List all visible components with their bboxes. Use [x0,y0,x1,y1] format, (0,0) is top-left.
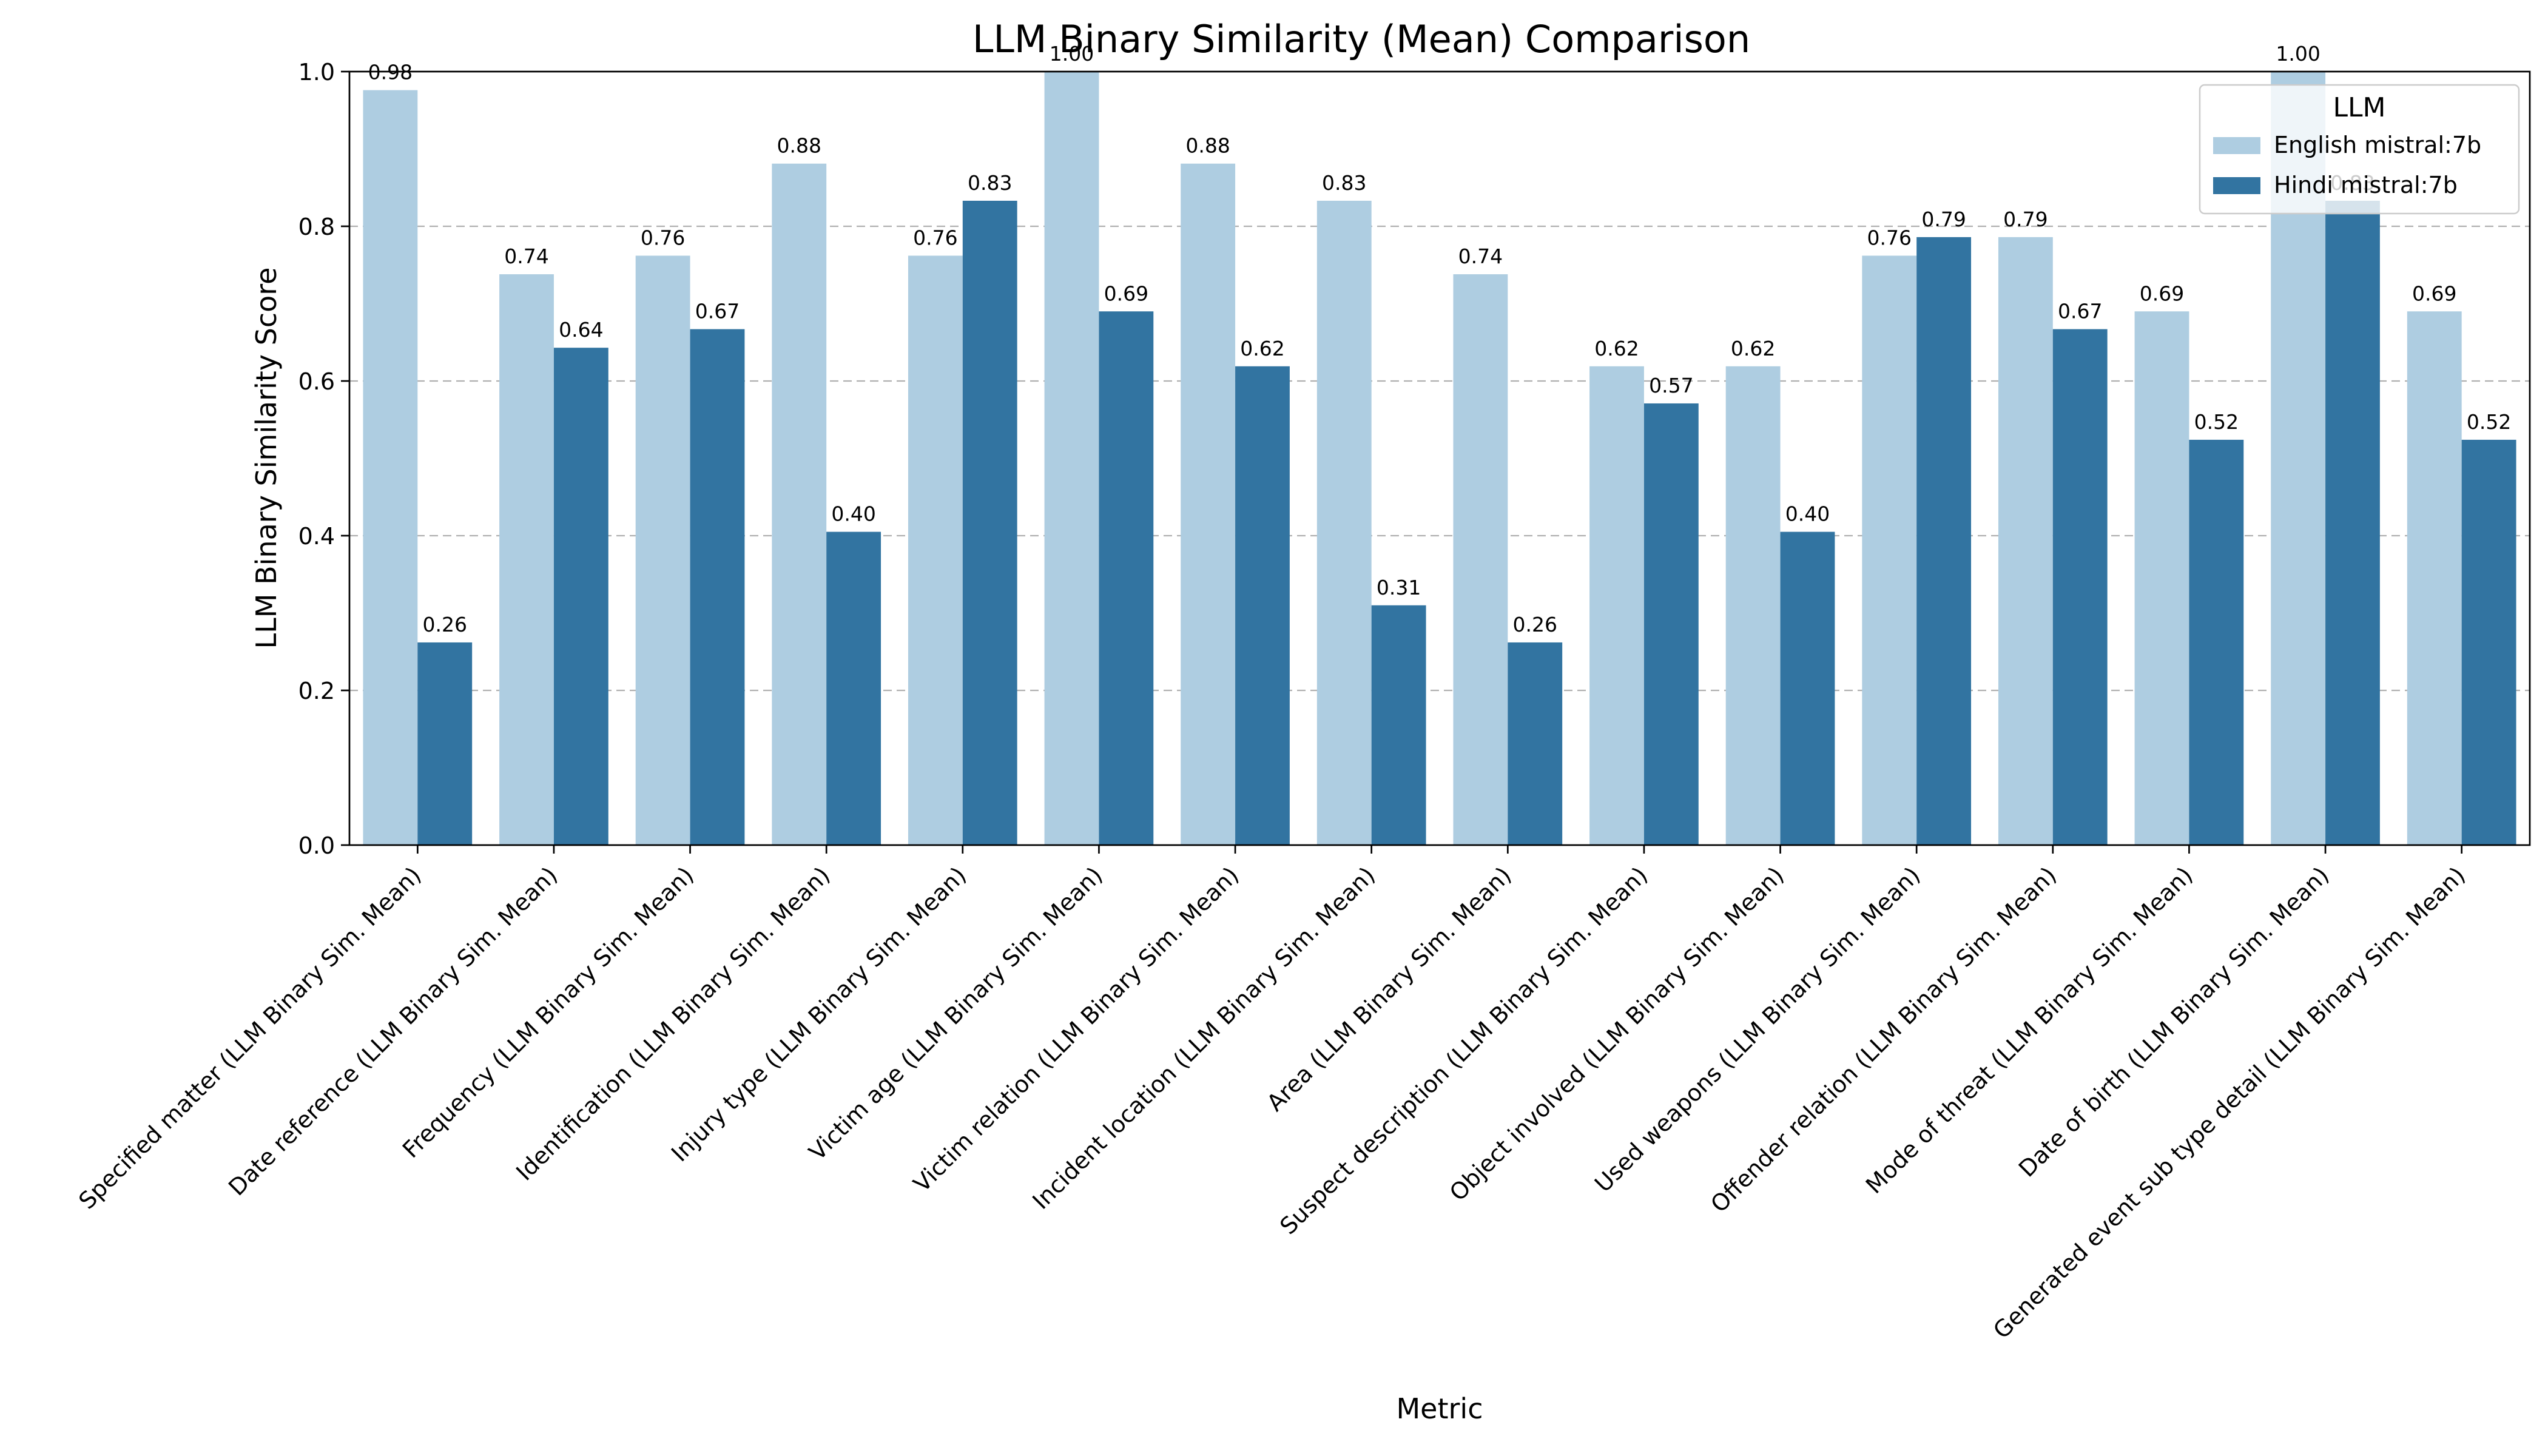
bar-value-label: 0.64 [559,318,603,342]
bar [1916,237,1972,846]
bar [2189,439,2244,845]
x-tick-label: Area (LLM Binary Sim. Mean) [1262,861,1517,1116]
bar [1998,237,2053,846]
bar [826,531,881,845]
x-tick-label: Frequency (LLM Binary Sim. Mean) [397,861,699,1163]
plot-area-frame [348,70,2531,846]
bar-value-label: 1.00 [2276,42,2320,66]
bar-value-label: 0.31 [1377,576,1421,599]
bar [908,255,963,845]
bar-value-label: 0.83 [1322,171,1366,195]
y-axis: 0.0 0.2 0.4 0.6 0.8 1.0 [298,59,349,859]
bar [2134,311,2189,845]
x-axis-label: Metric [1396,1392,1483,1425]
bar [1589,366,1644,845]
y-tick-label: 0.6 [298,368,335,395]
bar-value-label: 0.88 [1185,134,1230,158]
bar-value-label: 0.79 [1921,207,1966,231]
bar [1044,72,1099,845]
bar-value-label: 0.62 [1731,337,1775,360]
bars [363,72,2516,846]
bar [553,348,608,845]
bar [1371,605,1426,845]
bar-value-label: 0.67 [2058,300,2102,323]
bar [1453,274,1508,845]
bar-value-label: 0.62 [1594,337,1639,360]
bar-value-label: 0.74 [504,244,548,268]
bar [690,329,745,845]
bar-value-label: 0.76 [641,226,685,249]
x-tick-label: Injury type (LLM Binary Sim. Mean) [666,861,971,1167]
bar [1862,255,1917,845]
bar-value-label: 0.76 [1867,226,1912,249]
bar-value-label: 0.40 [831,502,875,526]
y-tick-label: 0.4 [298,523,335,550]
bar [1780,531,1835,845]
bar-value-label: 0.69 [1104,281,1148,305]
bar [772,163,827,846]
bar [1316,200,1372,845]
bar-value-label: 0.52 [2194,410,2239,434]
chart-title: LLM Binary Similarity (Mean) Comparison [972,17,1750,61]
bar-value-label: 0.76 [913,226,957,249]
legend-title: LLM [2333,92,2386,123]
bar [635,255,690,845]
bar-value-label: 0.57 [1649,374,1693,397]
y-tick-label: 0.2 [298,678,335,704]
bar [1235,366,1290,845]
bar [2325,200,2380,845]
x-tick-label: Generated event sub type detail (LLM Bin… [1988,861,2470,1344]
bar [1643,403,1699,845]
y-tick-label: 0.8 [298,214,335,240]
bar-value-label: 0.26 [422,613,467,636]
bar-value-label: 0.69 [2412,281,2456,305]
legend: LLM English mistral:7b Hindi mistral:7b [2199,84,2520,215]
legend-swatch [2213,177,2260,194]
bar [363,90,418,846]
bar-value-label: 0.62 [1240,337,1284,360]
bar [1725,366,1781,845]
bar-value-label: 0.69 [2140,281,2184,305]
x-tick-label: Identification (LLM Binary Sim. Mean) [511,861,835,1185]
bar-value-label: 0.26 [1512,613,1557,636]
x-tick-label: Date of birth (LLM Binary Sim. Mean) [2014,861,2334,1182]
bar-value-label: 0.79 [2003,207,2048,231]
bar-value-label: 0.67 [695,300,740,323]
bar-value-label: 0.88 [777,134,821,158]
y-tick-label: 0.0 [298,832,335,859]
bar [2407,311,2462,845]
bar [1181,163,1236,846]
legend-entry-label: Hindi mistral:7b [2274,172,2458,198]
bar-value-label: 0.40 [1785,502,1830,526]
bar [2461,439,2516,845]
bar [499,274,554,845]
y-tick-label: 1.0 [298,59,335,86]
bar [1508,642,1563,845]
bar [2052,329,2108,845]
legend-frame [2199,84,2520,215]
bar [962,200,1017,845]
bar-value-label: 0.52 [2467,410,2511,434]
bar [1099,311,1154,845]
bar [417,642,473,845]
legend-swatch [2213,137,2260,154]
bar-value-label: 1.00 [1050,42,1094,66]
x-axis: Specified matter (LLM Binary Sim. Mean)D… [73,845,2470,1344]
bar-value-label: 0.83 [968,171,1012,195]
bar-value-label: 0.74 [1458,244,1503,268]
x-tick-label: Victim age (LLM Binary Sim. Mean) [804,861,1108,1165]
legend-entry-label: English mistral:7b [2274,132,2481,158]
y-axis-label: LLM Binary Similarity Score [250,268,283,649]
